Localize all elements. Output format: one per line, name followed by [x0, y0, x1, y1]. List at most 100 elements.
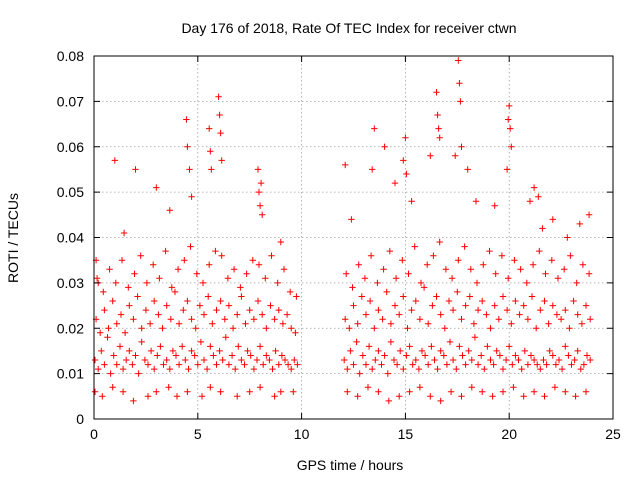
data-point [416, 316, 424, 323]
data-point [157, 343, 164, 350]
data-point [155, 311, 162, 318]
data-point [162, 247, 169, 255]
data-point [474, 361, 482, 368]
data-point [232, 365, 239, 373]
data-point [105, 325, 112, 332]
data-point [549, 352, 556, 359]
data-point [495, 316, 502, 323]
data-point [228, 352, 236, 359]
data-point [415, 365, 423, 373]
data-point [207, 343, 214, 350]
data-point [408, 306, 415, 314]
data-point [218, 252, 225, 259]
data-point [209, 320, 216, 327]
data-point [427, 152, 434, 159]
data-point [184, 143, 191, 150]
data-point [574, 347, 581, 355]
data-point [526, 198, 534, 205]
data-point [508, 143, 515, 150]
data-point [587, 316, 594, 323]
y-tick-label: 0.02 [57, 320, 84, 336]
data-point [524, 316, 532, 323]
data-point [425, 320, 432, 327]
data-point [367, 252, 375, 259]
data-point [405, 270, 412, 277]
data-point [123, 356, 130, 364]
data-point [392, 275, 400, 282]
data-point [253, 356, 261, 364]
data-point [390, 356, 398, 364]
data-point [120, 229, 128, 237]
data-point [250, 316, 258, 323]
data-point [242, 320, 249, 327]
data-point [171, 288, 179, 296]
data-point [268, 252, 275, 259]
data-point [129, 361, 136, 368]
data-point [381, 352, 388, 359]
data-point [375, 306, 382, 314]
data-point [483, 311, 490, 318]
data-point [371, 125, 378, 132]
data-point [462, 302, 469, 309]
data-point [263, 325, 270, 332]
data-point [455, 257, 462, 264]
data-point [274, 279, 281, 287]
data-point [359, 352, 366, 359]
data-point [256, 202, 264, 209]
data-point [146, 320, 154, 327]
data-point [440, 352, 447, 359]
data-point [578, 320, 586, 327]
data-point [353, 338, 360, 346]
data-point [530, 356, 538, 364]
data-point [249, 257, 256, 264]
x-axis-label: GPS time / hours [297, 457, 404, 473]
data-point [403, 352, 410, 359]
data-point [244, 347, 251, 355]
data-point [437, 397, 444, 405]
data-point [277, 388, 284, 395]
data-point [571, 356, 578, 364]
data-point [121, 329, 129, 336]
data-point [471, 334, 479, 341]
data-point [256, 343, 264, 350]
data-point [505, 116, 512, 123]
data-point [565, 352, 572, 359]
data-point [200, 311, 208, 318]
data-point [91, 388, 99, 395]
data-point [576, 220, 583, 228]
data-point [374, 279, 381, 287]
data-point [456, 80, 463, 87]
data-point [138, 325, 145, 332]
data-point [384, 370, 391, 377]
data-point [583, 352, 591, 359]
data-point [443, 361, 451, 368]
data-point [492, 270, 499, 277]
data-point [448, 275, 456, 282]
data-point [429, 302, 436, 309]
data-point [172, 352, 180, 359]
data-point [292, 329, 299, 336]
data-point [412, 356, 419, 364]
data-point [206, 261, 213, 268]
data-point [582, 302, 590, 309]
data-point [430, 252, 437, 259]
data-point [486, 247, 493, 255]
data-point [541, 393, 548, 400]
data-point [182, 356, 189, 364]
data-point [163, 302, 170, 309]
data-point [434, 111, 441, 119]
y-tick-label: 0.01 [57, 366, 84, 382]
data-point [509, 361, 516, 368]
data-point [93, 275, 101, 282]
data-point [551, 384, 559, 391]
data-point [174, 266, 182, 273]
data-point [346, 325, 353, 332]
data-point [480, 261, 487, 268]
data-point [132, 352, 139, 359]
data-point [126, 302, 133, 309]
data-point [379, 316, 386, 323]
data-point [280, 266, 288, 273]
data-point [465, 347, 472, 355]
data-point [131, 270, 138, 277]
data-point [468, 384, 475, 391]
